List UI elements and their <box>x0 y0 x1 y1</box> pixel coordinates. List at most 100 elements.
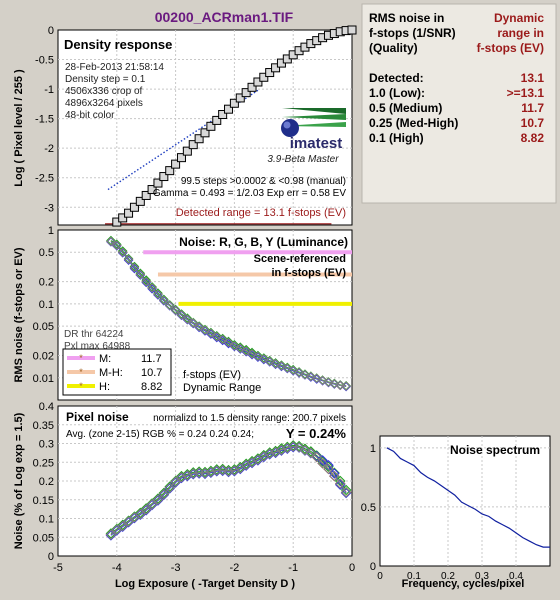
noise-point <box>141 276 151 287</box>
pixel-point <box>217 464 228 476</box>
noise-point <box>259 354 269 364</box>
density-ylabel: Log ( Pixel level / 255 ) <box>13 69 25 187</box>
pixel-point <box>152 494 164 506</box>
spectrum-x-tick: 0.1 <box>407 571 421 582</box>
info-header-right-2: range in <box>497 26 544 40</box>
pixel-series-line <box>110 445 347 536</box>
noise-point <box>147 284 157 294</box>
density-point <box>235 93 245 103</box>
density-y-tick: -2.5 <box>35 173 54 185</box>
noise-point <box>117 247 128 258</box>
noise-point <box>323 377 334 388</box>
noise-point <box>112 240 122 251</box>
spectrum-y-tick: 1 <box>370 443 376 455</box>
density-point <box>176 153 186 163</box>
noise-point <box>264 356 275 367</box>
noise-point <box>223 337 234 348</box>
shared-x-tick: -5 <box>53 562 63 574</box>
noise-point <box>188 318 199 328</box>
spectrum-x-tick: 0.3 <box>475 571 489 582</box>
info-row-label: 0.25 (Med-High) <box>369 116 458 130</box>
info-row-label: 0.1 (High) <box>369 131 424 145</box>
density-point <box>212 115 222 125</box>
density-point <box>259 72 269 82</box>
steps-text: 99.5 steps >0.0002 & <0.98 (manual) <box>181 176 346 187</box>
noise-point <box>176 310 187 320</box>
pixel-point <box>217 463 228 475</box>
file-title: 00200_ACRman1.TIF <box>155 9 294 25</box>
noise-point <box>241 346 251 356</box>
noise-point <box>106 236 116 247</box>
info-row-value: >=13.1 <box>507 86 545 100</box>
density-point <box>124 208 134 218</box>
pixel-point <box>305 446 317 457</box>
pixel-point <box>282 442 293 454</box>
noise-point <box>335 380 346 391</box>
density-y-tick: -1 <box>44 84 54 96</box>
pixel-point <box>276 444 287 456</box>
noise-point <box>135 269 146 280</box>
density-title: Density response <box>64 37 172 52</box>
pixel-point <box>305 447 317 459</box>
pixel-point <box>311 451 322 463</box>
density-panel: Density response 28-Feb-2013 21:58:14 De… <box>13 25 357 227</box>
legend-marker: * <box>79 367 83 377</box>
info-row-value: 10.7 <box>521 116 545 130</box>
pixel-point <box>264 448 275 459</box>
shared-x-tick: -4 <box>112 562 122 574</box>
density-point <box>200 128 210 138</box>
legend-value: 10.7 <box>141 367 162 379</box>
legend-marker: * <box>79 381 83 391</box>
density-point <box>171 159 181 169</box>
info-row-value: 11.7 <box>521 101 544 115</box>
noise-y-tick: 0.2 <box>39 277 54 289</box>
noise-point <box>123 255 134 265</box>
spectrum-panel: Noise spectrum 1 0.5 0 0 0.1 0.2 0.3 0.4 Frequ… <box>361 435 551 590</box>
pixel-y-tick: 0.05 <box>33 532 54 544</box>
noise-point <box>159 295 169 306</box>
noise-subtitle: Scene-referenced <box>254 253 346 265</box>
imatest-logo-text: imatest <box>290 135 343 152</box>
pixel-avg-text: Avg. (zone 2-15) RGB % = 0.24 0.24 0.24; <box>66 429 254 440</box>
noise-point <box>276 361 287 371</box>
pixel-point <box>176 471 187 483</box>
spectrum-plot-area <box>379 435 551 567</box>
noise-point <box>253 351 263 362</box>
noise-point <box>288 365 298 376</box>
imatest-logo: imatest 3.9-Beta Master <box>267 108 346 165</box>
noise-point <box>194 321 204 332</box>
detected-range-text: Detected range = 13.1 f-stops (EV) <box>176 207 346 219</box>
pixel-y-tick: 0.2 <box>39 476 54 488</box>
legend-label: M-H: <box>99 367 123 379</box>
pixel-point <box>334 478 346 489</box>
noise-point <box>129 262 140 273</box>
pixel-point <box>223 465 234 477</box>
pixel-point <box>317 458 328 469</box>
density-point <box>253 77 263 87</box>
noise-title: Noise: R, G, B, Y (Luminance) <box>179 235 348 249</box>
noise-subtitle: in f-stops (EV) <box>271 267 346 279</box>
spectrum-y-tick: 0 <box>370 561 376 573</box>
info-panel: RMS noise in f-stops (1/SNR) (Quality) D… <box>361 3 557 204</box>
pixel-ylabel: Noise (% of Log exp = 1.5) <box>13 412 25 549</box>
noise-point <box>223 338 234 349</box>
legend-note: f-stops (EV) <box>183 369 241 381</box>
noise-point <box>306 371 316 382</box>
pixel-y-tick: 0.15 <box>33 495 54 507</box>
pixel-point <box>146 498 158 510</box>
noise-point <box>253 352 263 362</box>
info-row-label: 1.0 (Low): <box>369 86 425 100</box>
version-text: 3.9-Beta Master <box>267 154 339 165</box>
noise-point <box>164 300 175 311</box>
noise-point <box>317 375 328 386</box>
legend-value: 8.82 <box>141 381 162 393</box>
pixel-title: Pixel noise <box>66 410 129 424</box>
noise-point <box>123 254 134 265</box>
noise-point <box>341 381 351 391</box>
density-point <box>153 178 163 188</box>
density-point <box>147 185 157 195</box>
spectrum-x-tick: 0.2 <box>441 571 455 582</box>
legend-label: M: <box>99 353 111 365</box>
pixel-point <box>123 516 134 527</box>
pixel-series-line <box>110 444 347 534</box>
